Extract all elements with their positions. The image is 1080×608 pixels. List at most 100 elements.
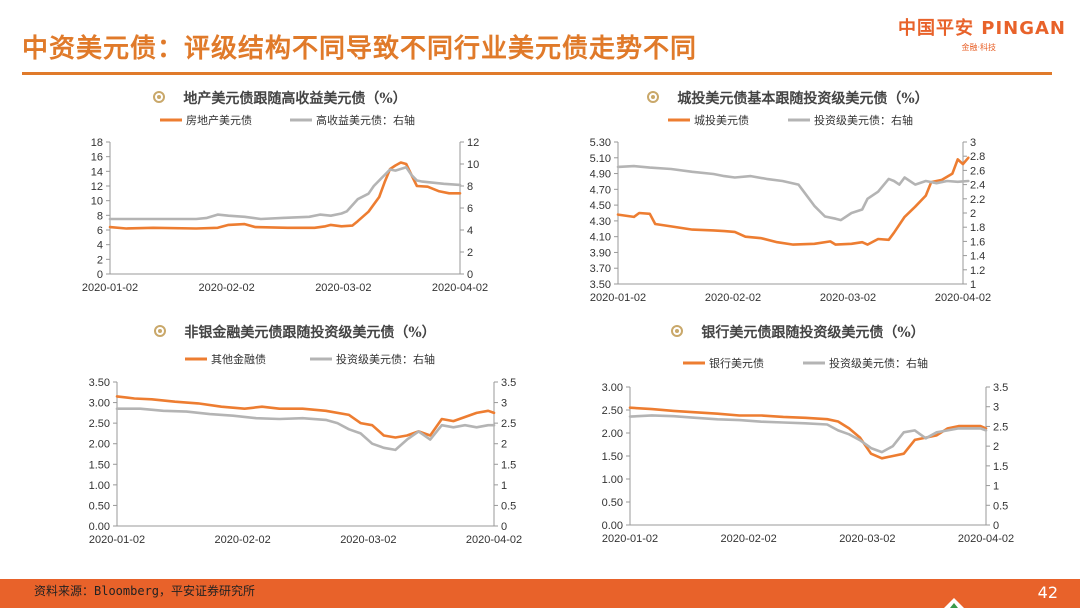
x-tick-label: 2020-04-02 [958, 533, 1014, 545]
line-chart-nonbank: 0.00 0.50 1.00 1.50 2.00 2.50 3.00 3.50 0 0.5 1 1.5… [89, 352, 523, 546]
bullet-icon [671, 325, 684, 337]
page-number: 42 [1037, 583, 1058, 602]
y-tick-label-left: 2.00 [602, 428, 623, 440]
y-tick-label-right: 2.6 [970, 165, 985, 177]
chart-panel-nonbank: 非银金融美元债跟随投资级美元债（%） 0.00 0.50 1.00 1.50 2.00 2… [60, 322, 530, 547]
y-tick-label-right: 8 [467, 181, 473, 193]
chart-panel-property: 地产美元债跟随高收益美元债（%） 0 2 4 6 8 10 12 14 16 18 0 2 4 6 8 10 1… [60, 88, 500, 300]
x-tick-label: 2020-02-02 [199, 282, 255, 294]
y-tick-label-left: 1.00 [89, 480, 110, 492]
y-tick-label-right: 10 [467, 159, 479, 171]
y-tick-label-left: 2.50 [602, 405, 623, 417]
y-tick-label-left: 1.50 [89, 459, 110, 471]
y-tick-label-right: 6 [467, 203, 473, 215]
x-tick-label: 2020-01-02 [590, 292, 646, 304]
y-tick-label-right: 0 [467, 269, 473, 281]
x-tick-label: 2020-03-02 [340, 534, 396, 546]
y-tick-label-left: 14 [91, 166, 103, 178]
corner-logo-icon [944, 598, 964, 608]
y-tick-label-left: 0.00 [89, 521, 110, 533]
y-tick-label-right: 1 [970, 279, 976, 291]
y-tick-label-left: 16 [91, 152, 103, 164]
y-tick-label-left: 6 [97, 225, 103, 237]
line-chart-property: 0 2 4 6 8 10 12 14 16 18 0 2 4 6 8 10 12 2020-01-02 2020-0… [82, 113, 488, 294]
y-tick-label-left: 5.10 [590, 153, 611, 165]
chart-title: 银行美元债跟随投资级美元债（%） [568, 322, 1028, 342]
x-tick-label: 2020-04-02 [432, 282, 488, 294]
y-tick-label-right: 2.5 [993, 421, 1008, 433]
legend-label: 投资级美元债：右轴 [336, 352, 435, 366]
y-tick-label-left: 8 [97, 210, 103, 222]
y-tick-label-left: 2.50 [89, 418, 110, 430]
y-tick-label-right: 1.4 [970, 251, 985, 263]
y-tick-label-left: 4.50 [590, 200, 611, 212]
y-tick-label-left: 2 [97, 254, 103, 266]
y-tick-label-left: 4.90 [590, 169, 611, 181]
y-tick-label-right: 1.8 [970, 222, 985, 234]
y-tick-label-right: 1.5 [501, 459, 516, 471]
y-tick-label-right: 0.5 [501, 500, 516, 512]
series-line-0 [616, 156, 970, 246]
y-tick-label-right: 2.2 [970, 194, 985, 206]
y-tick-label-left: 0.00 [602, 520, 623, 532]
y-tick-label-left: 0 [97, 269, 103, 281]
y-tick-label-left: 2.00 [89, 439, 110, 451]
y-tick-label-left: 3.70 [590, 263, 611, 275]
y-tick-label-right: 0.5 [993, 500, 1008, 512]
y-tick-label-right: 0 [993, 520, 999, 532]
x-tick-label: 2020-01-02 [82, 282, 138, 294]
logo-tagline: 金融·科技 [961, 43, 996, 52]
y-tick-label-right: 2.5 [501, 418, 516, 430]
series-line-1 [628, 414, 988, 454]
source-note: 资料来源：Bloomberg，平安证券研究所 [34, 584, 256, 598]
legend-label: 投资级美元债：右轴 [829, 356, 928, 370]
y-tick-label-right: 3.5 [501, 377, 516, 389]
y-tick-label-left: 3.50 [590, 279, 611, 291]
y-tick-label-right: 1 [501, 480, 507, 492]
brand-logo: 中国平安 PINGAN 金融·科技 [898, 14, 1066, 53]
y-tick-label-left: 4.10 [590, 232, 611, 244]
series-line-1 [616, 164, 970, 222]
chart-panel-bank: 银行美元债跟随投资级美元债（%） 0.00 0.50 1.00 1.50 2.00 2.5… [568, 322, 1028, 552]
y-tick-label-left: 4.30 [590, 216, 611, 228]
y-tick-label-right: 3 [993, 402, 999, 414]
y-tick-label-left: 5.30 [590, 137, 611, 149]
y-tick-label-right: 3 [501, 398, 507, 410]
y-tick-label-right: 4 [467, 225, 473, 237]
y-tick-label-right: 1.2 [970, 265, 985, 277]
y-tick-label-left: 1.50 [602, 451, 623, 463]
chart-panel-lgfv: 城投美元债基本跟随投资级美元债（%） 3.50 3.70 3.90 4.10 4.30 4… [568, 88, 1008, 304]
y-tick-label-right: 2 [970, 208, 976, 220]
y-tick-label-left: 18 [91, 137, 103, 149]
x-tick-label: 2020-02-02 [721, 533, 777, 545]
series-line-1 [108, 165, 462, 221]
y-tick-label-right: 1 [993, 481, 999, 493]
y-tick-label-left: 3.90 [590, 247, 611, 259]
series-line-1 [115, 407, 496, 452]
y-tick-label-left: 3.00 [89, 398, 110, 410]
y-tick-label-right: 1.6 [970, 236, 985, 248]
y-tick-label-right: 2 [993, 441, 999, 453]
legend-label: 高收益美元债：右轴 [316, 113, 415, 127]
bullet-icon [154, 325, 167, 337]
y-tick-label-right: 1.5 [993, 461, 1008, 473]
y-tick-label-left: 4.70 [590, 184, 611, 196]
y-tick-label-left: 0.50 [89, 500, 110, 512]
y-tick-label-right: 2.4 [970, 180, 985, 192]
y-tick-label-right: 2 [501, 439, 507, 451]
x-tick-label: 2020-03-02 [820, 292, 876, 304]
y-tick-label-right: 3.5 [993, 382, 1008, 394]
x-tick-label: 2020-02-02 [705, 292, 761, 304]
legend-label: 房地产美元债 [186, 113, 252, 127]
y-tick-label-right: 0 [501, 521, 507, 533]
y-tick-label-left: 3.50 [89, 377, 110, 389]
x-tick-label: 2020-04-02 [935, 292, 991, 304]
page-title: 中资美元债：评级结构不同导致不同行业美元债走势不同 [22, 34, 698, 64]
y-tick-label-right: 2.8 [970, 151, 985, 163]
line-chart-lgfv: 3.50 3.70 3.90 4.10 4.30 4.50 4.70 4.90 5.10 5.30… [590, 113, 992, 304]
x-tick-label: 2020-04-02 [466, 534, 522, 546]
x-tick-label: 2020-01-02 [602, 533, 658, 545]
x-tick-label: 2020-01-02 [89, 534, 145, 546]
legend-label: 其他金融债 [211, 352, 266, 366]
chart-title: 非银金融美元债跟随投资级美元债（%） [60, 322, 530, 342]
